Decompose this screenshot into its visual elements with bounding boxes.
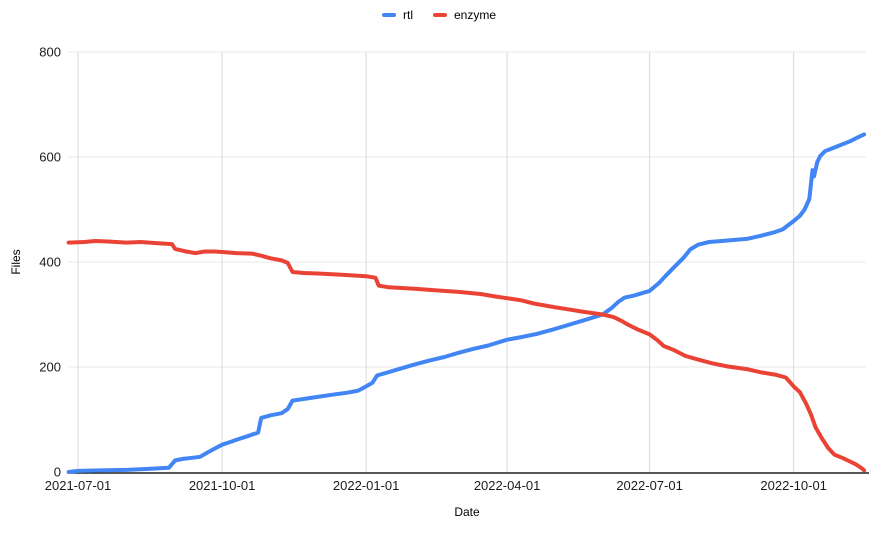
- legend-label-rtl: rtl: [402, 8, 413, 22]
- legend-item-enzyme[interactable]: enzyme: [432, 8, 497, 22]
- x-tick-label: 2022-01-01: [333, 478, 400, 493]
- x-tick-label: 2022-07-01: [616, 478, 683, 493]
- y-tick-label: 400: [39, 255, 61, 270]
- y-tick-label: 0: [54, 465, 61, 480]
- legend-swatch-enzyme-icon: [432, 13, 447, 17]
- y-tick-label: 800: [39, 45, 61, 60]
- y-axis-title: Files: [9, 249, 23, 275]
- y-tick-label: 600: [39, 150, 61, 165]
- x-tick-label: 2022-10-01: [760, 478, 827, 493]
- chart-legend: rtl enzyme: [0, 9, 878, 21]
- series-line-rtl[interactable]: [66, 132, 867, 474]
- x-tick-label: 2022-04-01: [474, 478, 541, 493]
- x-tick-label: 2021-07-01: [45, 478, 112, 493]
- legend-swatch-rtl-icon: [381, 13, 396, 17]
- series-line-enzyme[interactable]: [66, 239, 867, 473]
- y-tick-label: 200: [39, 360, 61, 375]
- legend-item-rtl[interactable]: rtl: [381, 8, 413, 22]
- x-axis-title: Date: [454, 505, 480, 519]
- legend-label-enzyme: enzyme: [453, 8, 497, 22]
- x-tick-label: 2021-10-01: [189, 478, 256, 493]
